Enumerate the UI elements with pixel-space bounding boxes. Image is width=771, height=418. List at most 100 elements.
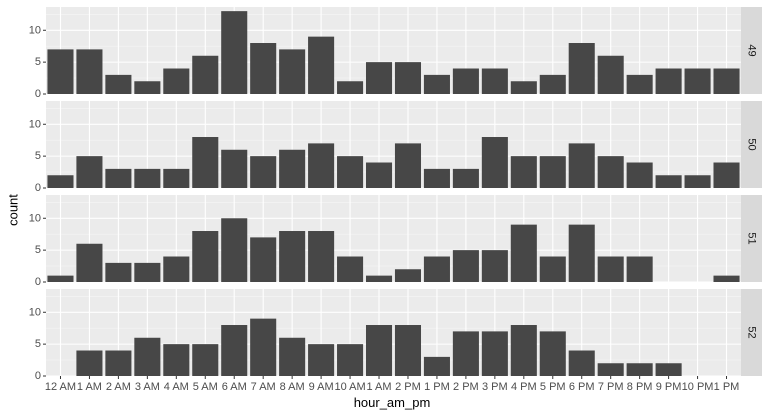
bar bbox=[481, 250, 508, 282]
bar bbox=[47, 175, 74, 188]
bar bbox=[337, 156, 364, 188]
x-axis-title: hour_am_pm bbox=[354, 395, 431, 410]
bar bbox=[452, 250, 479, 282]
bar bbox=[365, 62, 393, 94]
panel-background bbox=[46, 195, 741, 282]
bar bbox=[221, 11, 248, 94]
bar bbox=[510, 156, 537, 188]
bar bbox=[337, 256, 364, 282]
y-axis-title: count bbox=[5, 194, 20, 226]
bar bbox=[365, 325, 393, 376]
y-tick-label: 0 bbox=[35, 276, 41, 288]
panel-background bbox=[46, 7, 741, 94]
x-tick-label: 1 PM bbox=[714, 381, 740, 393]
bar bbox=[568, 143, 595, 188]
x-tick-label: 1 AM bbox=[366, 381, 391, 393]
bar bbox=[597, 55, 624, 94]
x-tick-label: 3 PM bbox=[482, 381, 508, 393]
bar bbox=[713, 68, 740, 94]
bar bbox=[279, 149, 306, 188]
y-tick-label: 0 bbox=[35, 370, 41, 382]
facet-strip-label: 50 bbox=[746, 138, 758, 150]
bar bbox=[134, 262, 161, 282]
bar bbox=[105, 350, 132, 376]
bar bbox=[510, 224, 537, 282]
bar bbox=[713, 162, 740, 188]
bar bbox=[163, 68, 190, 94]
bar bbox=[76, 49, 103, 94]
y-tick-label: 10 bbox=[29, 24, 41, 36]
bar bbox=[105, 168, 132, 188]
facet-strip bbox=[741, 101, 762, 188]
x-tick-label: 1 AM bbox=[77, 381, 102, 393]
x-tick-label: 5 AM bbox=[193, 381, 218, 393]
bar bbox=[105, 74, 132, 94]
bar bbox=[76, 156, 103, 188]
bar bbox=[192, 231, 219, 282]
bar bbox=[250, 43, 277, 94]
x-tick-label: 6 PM bbox=[569, 381, 595, 393]
bar bbox=[568, 43, 595, 94]
bar bbox=[394, 62, 422, 94]
facet-strip-label: 51 bbox=[746, 232, 758, 244]
facet-strip bbox=[741, 289, 762, 376]
bar bbox=[655, 68, 682, 94]
bar bbox=[626, 256, 653, 282]
panel-background bbox=[46, 101, 741, 188]
bar bbox=[394, 143, 422, 188]
bar bbox=[337, 344, 364, 376]
bar bbox=[713, 275, 740, 282]
facet-strip-label: 49 bbox=[746, 44, 758, 56]
x-tick-label: 10 AM bbox=[334, 381, 365, 393]
y-tick-label: 0 bbox=[35, 88, 41, 100]
bar bbox=[655, 175, 682, 188]
bar bbox=[423, 356, 450, 376]
bar bbox=[221, 218, 248, 282]
bar bbox=[134, 81, 161, 94]
x-tick-label: 2 PM bbox=[395, 381, 421, 393]
x-tick-label: 4 AM bbox=[164, 381, 189, 393]
bar bbox=[76, 243, 103, 282]
x-tick-label: 9 PM bbox=[656, 381, 682, 393]
bar bbox=[192, 55, 219, 94]
x-tick-label: 7 PM bbox=[598, 381, 624, 393]
x-tick-label: 12 AM bbox=[45, 381, 76, 393]
bar bbox=[684, 175, 711, 188]
x-tick-label: 7 AM bbox=[251, 381, 276, 393]
facet-strip-label: 52 bbox=[746, 326, 758, 338]
bar bbox=[423, 168, 450, 188]
y-tick-label: 0 bbox=[35, 182, 41, 194]
bar bbox=[626, 162, 653, 188]
bar bbox=[452, 331, 479, 376]
bar bbox=[597, 156, 624, 188]
bar bbox=[452, 168, 479, 188]
x-tick-label: 2 PM bbox=[453, 381, 479, 393]
bar bbox=[539, 256, 566, 282]
bar bbox=[423, 256, 450, 282]
y-tick-label: 10 bbox=[29, 306, 41, 318]
bar bbox=[279, 337, 306, 376]
bar bbox=[510, 325, 537, 376]
panel-background bbox=[46, 289, 741, 376]
bar bbox=[626, 363, 653, 376]
facet-panel-50: 0 5 10 50 bbox=[29, 101, 762, 194]
bar bbox=[76, 350, 103, 376]
bar bbox=[597, 363, 624, 376]
y-tick-label: 5 bbox=[35, 338, 41, 350]
bar bbox=[568, 224, 595, 282]
bar bbox=[481, 331, 508, 376]
bar bbox=[163, 344, 190, 376]
bar bbox=[250, 237, 277, 282]
bar bbox=[481, 68, 508, 94]
bar bbox=[250, 318, 277, 376]
x-tick-label: 5 PM bbox=[540, 381, 566, 393]
bar bbox=[365, 275, 393, 282]
bar bbox=[250, 156, 277, 188]
bar bbox=[539, 156, 566, 188]
facet-strip bbox=[741, 7, 762, 94]
bar bbox=[597, 256, 624, 282]
bar bbox=[308, 231, 335, 282]
